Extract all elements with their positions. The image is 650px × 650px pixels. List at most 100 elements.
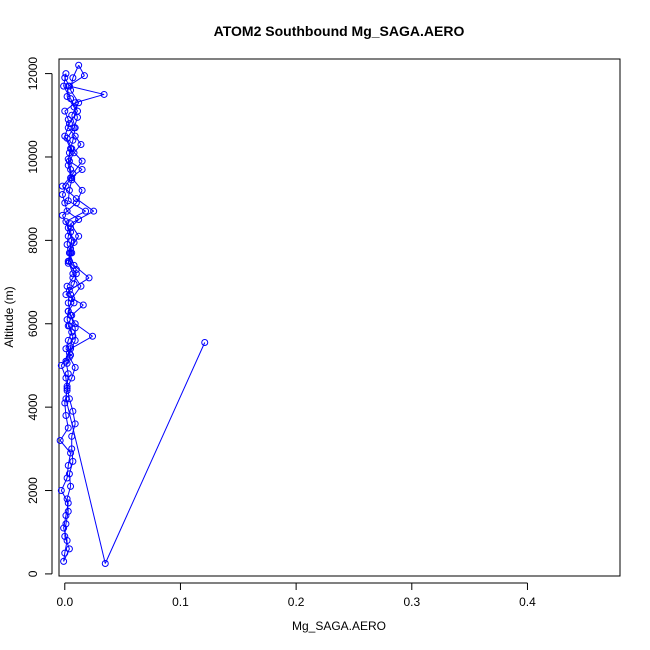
data-point <box>68 328 76 336</box>
data-point <box>62 520 70 528</box>
data-point <box>67 482 75 490</box>
x-tick-label: 0.4 <box>519 595 536 609</box>
data-point <box>64 155 72 163</box>
data-point <box>64 232 72 240</box>
data-point <box>64 197 72 205</box>
series-segment <box>69 160 83 170</box>
data-point <box>74 113 82 121</box>
data-point <box>64 322 72 330</box>
y-tick-label: 10000 <box>26 140 40 174</box>
series-segment <box>67 325 74 337</box>
data-point <box>68 445 76 453</box>
data-point <box>67 245 75 253</box>
y-tick-label: 8000 <box>26 227 40 254</box>
data-point <box>61 74 69 82</box>
x-axis: 0.0 0.1 0.2 0.3 0.4 <box>56 582 536 609</box>
data-point <box>65 470 73 478</box>
x-axis-label: Mg_SAGA.AERO <box>292 619 386 633</box>
series-segment <box>59 427 69 441</box>
data-point <box>61 399 69 407</box>
series-segment <box>63 552 66 562</box>
data-point <box>71 364 79 372</box>
data-point <box>75 216 83 224</box>
data-point <box>82 207 90 215</box>
data-point <box>64 507 72 515</box>
data-point <box>70 103 78 111</box>
x-tick-label: 0.2 <box>288 595 305 609</box>
x-tick-label: 0.0 <box>56 595 73 609</box>
series-segment <box>66 236 69 245</box>
series-segment <box>64 110 69 120</box>
data-point <box>60 524 68 532</box>
series-segment <box>69 85 105 95</box>
series-segment <box>67 261 74 274</box>
data-point <box>67 345 75 353</box>
data-point <box>77 140 85 148</box>
data-point <box>63 474 71 482</box>
data-point <box>70 124 78 132</box>
data-point <box>64 115 72 123</box>
y-tick-label: 12000 <box>26 57 40 91</box>
series-segment <box>74 135 82 145</box>
series-segment <box>65 415 69 429</box>
data-point <box>63 384 71 392</box>
series-segment <box>64 123 70 137</box>
data-point <box>65 353 73 361</box>
data-point <box>61 132 69 140</box>
chart-title: ATOM2 Southbound Mg_SAGA.AERO <box>214 23 465 39</box>
data-point <box>62 182 70 190</box>
data-point <box>61 532 69 540</box>
data-point <box>63 134 71 142</box>
series-segment <box>72 160 83 174</box>
series-segment <box>65 361 69 374</box>
series-segment <box>70 223 80 237</box>
data-point <box>63 241 71 249</box>
data-point <box>56 436 64 444</box>
series-segment <box>68 356 76 368</box>
data-point <box>62 395 70 403</box>
data-point <box>89 332 97 340</box>
data-point <box>65 120 73 128</box>
data-point <box>71 99 79 107</box>
data-point <box>68 432 76 440</box>
data-point <box>90 207 98 215</box>
data-point <box>72 199 80 207</box>
data-point <box>64 307 72 315</box>
data-point <box>68 145 76 153</box>
data-point <box>67 86 75 94</box>
data-point <box>64 499 72 507</box>
series-segment <box>68 398 74 412</box>
data-point <box>63 495 71 503</box>
series-segment <box>66 138 73 149</box>
series-segment <box>68 179 73 191</box>
series-segment <box>67 452 72 466</box>
data-point <box>69 457 77 465</box>
series-segment <box>67 190 70 201</box>
data-point <box>75 99 83 107</box>
data-point <box>64 299 72 307</box>
data-point <box>69 407 77 415</box>
data-point <box>62 70 70 78</box>
series-segment <box>72 411 76 424</box>
series-segment <box>73 273 77 285</box>
series-segment <box>64 202 68 212</box>
data-point <box>62 411 70 419</box>
data-point <box>79 301 87 309</box>
series-segment <box>70 210 94 225</box>
data-point <box>67 291 75 299</box>
data-point <box>67 249 75 257</box>
plot-area-frame <box>58 58 621 577</box>
data-point <box>61 199 69 207</box>
series-segment <box>104 342 206 564</box>
data-point <box>75 61 83 69</box>
series-segment <box>73 144 82 154</box>
data-point <box>85 274 93 282</box>
series-segment <box>74 323 93 337</box>
data-point <box>72 195 80 203</box>
data-point <box>60 82 68 90</box>
data-point <box>58 211 66 219</box>
data-point <box>64 257 72 265</box>
series-segment <box>61 194 66 203</box>
y-tick-label: 4000 <box>26 393 40 420</box>
